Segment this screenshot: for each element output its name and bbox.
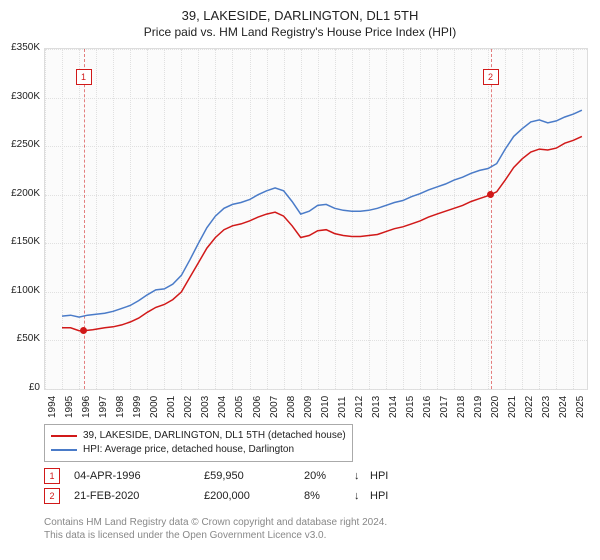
sale-pct: 8% [304,490,354,502]
x-axis-label: 2001 [166,396,177,418]
y-axis-label: £200K [0,188,40,199]
y-axis-label: £300K [0,91,40,102]
x-axis-label: 2021 [507,396,518,418]
series-line [62,136,582,330]
sale-marker-box: 2 [44,488,60,504]
sale-row: 1 04-APR-1996£59,95020%↓HPI [44,466,388,486]
y-axis-label: £100K [0,285,40,296]
x-axis-label: 2013 [371,396,382,418]
x-axis-label: 2012 [354,396,365,418]
x-axis-label: 1997 [98,396,109,418]
x-axis-label: 2006 [252,396,263,418]
sale-price: £200,000 [204,490,304,502]
chart-container: 39, LAKESIDE, DARLINGTON, DL1 5TH Price … [0,0,600,560]
x-axis-label: 2022 [524,396,535,418]
sale-vs: HPI [370,490,388,502]
legend-swatch [51,449,77,451]
x-axis-label: 2007 [269,396,280,418]
y-axis-label: £0 [0,382,40,393]
x-axis-label: 2025 [575,396,586,418]
x-axis-label: 2005 [234,396,245,418]
arrow-down-icon: ↓ [354,490,370,502]
legend: 39, LAKESIDE, DARLINGTON, DL1 5TH (detac… [44,424,353,462]
sale-marker-box: 1 [44,468,60,484]
chart-subtitle: Price paid vs. HM Land Registry's House … [0,23,600,39]
chart-title: 39, LAKESIDE, DARLINGTON, DL1 5TH [0,0,600,23]
legend-swatch [51,435,77,437]
arrow-down-icon: ↓ [354,470,370,482]
sale-vs: HPI [370,470,388,482]
footnote: Contains HM Land Registry data © Crown c… [44,516,387,542]
x-axis-label: 1996 [81,396,92,418]
sale-price: £59,950 [204,470,304,482]
sale-row: 2 21-FEB-2020£200,0008%↓HPI [44,486,388,506]
x-axis-label: 2018 [456,396,467,418]
x-axis-label: 2016 [422,396,433,418]
x-axis-label: 2024 [558,396,569,418]
series-svg [45,49,587,389]
x-axis-label: 2000 [149,396,160,418]
x-axis-label: 2010 [320,396,331,418]
legend-label: 39, LAKESIDE, DARLINGTON, DL1 5TH (detac… [83,429,346,443]
x-axis-label: 1994 [47,396,58,418]
plot-area: 12 [44,48,588,390]
x-axis-label: 2023 [541,396,552,418]
sale-pct: 20% [304,470,354,482]
sale-date: 21-FEB-2020 [74,490,204,502]
series-line [62,110,582,317]
legend-label: HPI: Average price, detached house, Darl… [83,443,294,457]
x-axis-label: 2004 [217,396,228,418]
x-axis-label: 2020 [490,396,501,418]
sale-date: 04-APR-1996 [74,470,204,482]
y-axis-label: £250K [0,139,40,150]
x-axis-label: 1999 [132,396,143,418]
x-axis-label: 2019 [473,396,484,418]
x-axis-label: 2009 [303,396,314,418]
legend-item: 39, LAKESIDE, DARLINGTON, DL1 5TH (detac… [51,429,346,443]
x-axis-label: 2014 [388,396,399,418]
y-axis-label: £150K [0,236,40,247]
y-axis-label: £350K [0,42,40,53]
x-axis-label: 1998 [115,396,126,418]
sales-table: 1 04-APR-1996£59,95020%↓HPI 2 21-FEB-2020£2… [44,466,388,506]
footnote-line: This data is licensed under the Open Gov… [44,529,387,542]
x-axis-label: 2011 [337,396,348,418]
y-axis-label: £50K [0,333,40,344]
x-axis-label: 1995 [64,396,75,418]
footnote-line: Contains HM Land Registry data © Crown c… [44,516,387,529]
x-axis-label: 2017 [439,396,450,418]
x-axis-label: 2003 [200,396,211,418]
x-axis-label: 2008 [286,396,297,418]
x-axis-label: 2002 [183,396,194,418]
legend-item: HPI: Average price, detached house, Darl… [51,443,346,457]
x-axis-label: 2015 [405,396,416,418]
